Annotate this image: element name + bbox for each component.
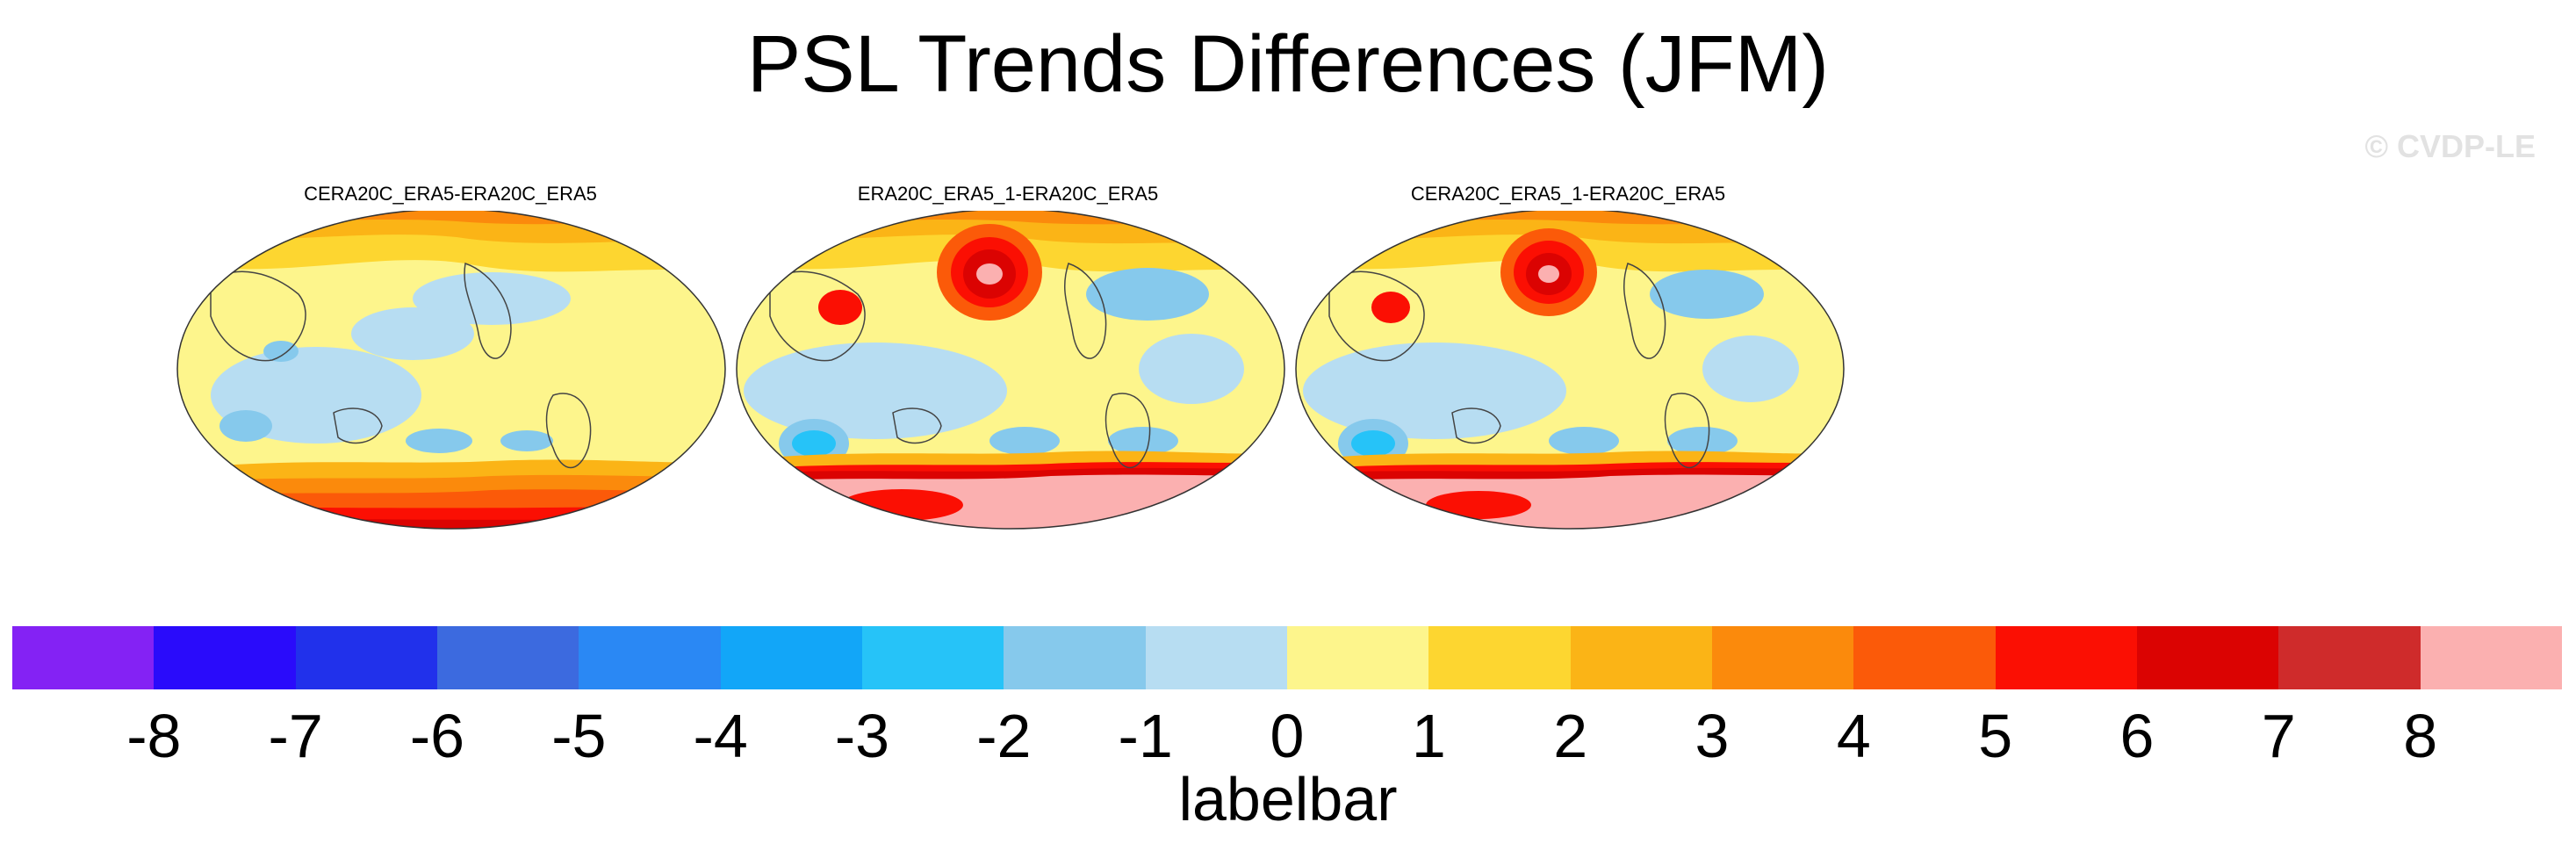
labelbar-tick-label: -4 xyxy=(693,702,748,770)
map-panel-3 xyxy=(1295,211,1845,530)
labelbar-color-box xyxy=(12,626,155,689)
panel-2-title: ERA20C_ERA5_1-ERA20C_ERA5 xyxy=(857,183,1159,205)
main-title: PSL Trends Differences (JFM) xyxy=(746,19,1830,109)
labelbar-tick-label: 0 xyxy=(1270,702,1305,770)
labelbar-color-box xyxy=(1428,626,1571,689)
labelbar-tick-label: -7 xyxy=(268,702,323,770)
labelbar-color-box xyxy=(2136,626,2279,689)
labelbar-color-box xyxy=(154,626,296,689)
labelbar-tick-label: -6 xyxy=(409,702,465,770)
map-panel-1 xyxy=(176,211,726,530)
labelbar-color-box xyxy=(2278,626,2421,689)
labelbar-color-box xyxy=(579,626,721,689)
labelbar-tick-label: 5 xyxy=(1978,702,2013,770)
labelbar-color-box xyxy=(295,626,437,689)
labelbar-color-box xyxy=(1711,626,1854,689)
labelbar-color-box xyxy=(1853,626,1996,689)
labelbar-color-box xyxy=(1995,626,2137,689)
labelbar-tick-label: 6 xyxy=(2119,702,2155,770)
watermark: © CVDP-LE xyxy=(2364,128,2536,164)
map-panel-2 xyxy=(736,211,1285,530)
labelbar-color-box xyxy=(720,626,862,689)
labelbar-color-box xyxy=(1145,626,1287,689)
labelbar-color-box xyxy=(436,626,579,689)
labelbar-tick-label: 2 xyxy=(1553,702,1588,770)
labelbar-tick-label: 4 xyxy=(1836,702,1871,770)
labelbar-tick-label: -5 xyxy=(551,702,607,770)
labelbar-tick-label: 1 xyxy=(1411,702,1446,770)
labelbar-title: labelbar xyxy=(1178,765,1398,833)
labelbar-tick-label: 3 xyxy=(1695,702,1730,770)
labelbar-color-box xyxy=(2420,626,2562,689)
labelbar xyxy=(12,626,2562,689)
labelbar-color-box xyxy=(1570,626,1712,689)
labelbar-tick-label: -8 xyxy=(126,702,182,770)
labelbar-tick-label: -2 xyxy=(976,702,1032,770)
labelbar-color-box xyxy=(861,626,1004,689)
labelbar-tick-label: -1 xyxy=(1118,702,1173,770)
panel-3-title: CERA20C_ERA5_1-ERA20C_ERA5 xyxy=(1410,183,1726,205)
labelbar-color-box xyxy=(1286,626,1429,689)
labelbar-color-box xyxy=(1004,626,1146,689)
labelbar-tick-label: 7 xyxy=(2261,702,2296,770)
labelbar-tick-label: -3 xyxy=(834,702,890,770)
panel-1-title: CERA20C_ERA5-ERA20C_ERA5 xyxy=(304,183,597,205)
labelbar-tick-label: 8 xyxy=(2403,702,2438,770)
